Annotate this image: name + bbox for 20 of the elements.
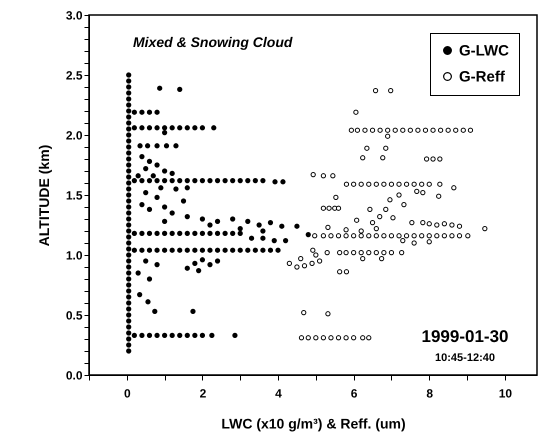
annotation: 10:45-12:40 bbox=[435, 352, 495, 364]
x-tick-label: 6 bbox=[350, 386, 358, 400]
y-tick-label: 0.0 bbox=[66, 368, 83, 382]
y-tick-label: 0.5 bbox=[66, 308, 83, 322]
legend-label: G-Reff bbox=[459, 68, 506, 86]
y-axis-title: ALTITUDE (km) bbox=[36, 144, 52, 246]
x-tick-label: 10 bbox=[498, 386, 512, 400]
annotation: Mixed & Snowing Cloud bbox=[133, 34, 293, 50]
y-tick-label: 1.0 bbox=[66, 248, 83, 262]
annotation: 1999-01-30 bbox=[422, 327, 508, 346]
y-tick-label: 3.0 bbox=[66, 8, 83, 22]
x-tick-label: 8 bbox=[426, 386, 434, 400]
y-tick-label: 1.5 bbox=[66, 188, 83, 202]
x-tick-label: 0 bbox=[124, 386, 131, 400]
x-axis-title: LWC (x10 g/m³) & Reff. (um) bbox=[221, 416, 406, 432]
y-tick-label: 2.5 bbox=[66, 68, 83, 82]
y-tick-label: 2.0 bbox=[66, 128, 83, 142]
legend-label: G-LWC bbox=[459, 42, 510, 60]
x-tick-label: 4 bbox=[275, 386, 282, 400]
x-tick-label: 2 bbox=[200, 386, 207, 400]
